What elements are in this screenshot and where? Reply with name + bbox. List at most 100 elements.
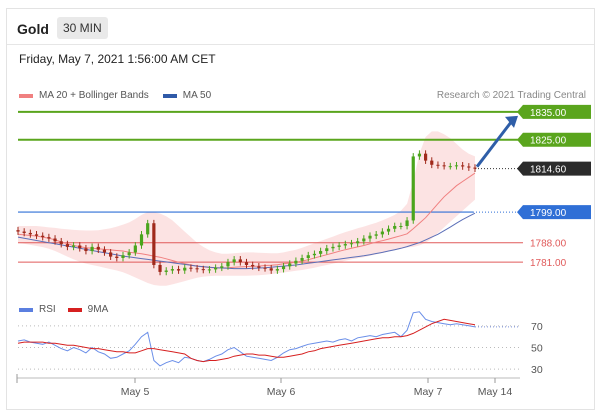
candle-body (146, 223, 150, 235)
candle-body (325, 248, 329, 252)
candle-body (257, 266, 261, 268)
candle-body (393, 226, 397, 229)
candle-body (47, 237, 51, 239)
resistance-label-1835.00: 1835.00 (530, 108, 567, 119)
ma20-swatch (19, 93, 33, 98)
x-tick-label: May 5 (121, 386, 150, 398)
rsi-tick-label: 70 (531, 321, 543, 333)
candle-body (41, 235, 45, 238)
candle-body (349, 243, 354, 245)
candle-body (59, 241, 63, 245)
rsi-tick-label: 50 (531, 343, 543, 355)
resistance-label-1825.00: 1825.00 (530, 136, 567, 147)
candle-body (170, 269, 174, 271)
candle-body (133, 245, 137, 253)
candle-body (417, 153, 422, 157)
candle-body (368, 235, 372, 239)
legend-item-ma20: MA 20 + Bollinger Bands (19, 90, 149, 101)
ma50-legend-label: MA 50 (182, 90, 212, 101)
legend-item-9ma: 9MA (67, 304, 108, 315)
candles-group (16, 150, 477, 276)
candle-body (176, 269, 181, 271)
period-selector[interactable]: 30 MIN (57, 17, 108, 39)
candle-body (90, 246, 94, 252)
candle-body (356, 241, 360, 244)
candle-body (362, 238, 366, 242)
candle-body (343, 244, 347, 246)
candle-body (121, 255, 125, 258)
candle-body (65, 244, 70, 247)
candle-body (269, 268, 273, 271)
candle-body (312, 253, 317, 256)
candle-body (96, 246, 100, 250)
candle-body (374, 234, 378, 236)
candle-body (461, 165, 465, 167)
candle-body (399, 226, 403, 227)
candle-body (244, 262, 249, 265)
candle-body (214, 267, 218, 270)
candle-body (226, 262, 230, 267)
candle-body (288, 263, 292, 267)
candle-body (152, 223, 156, 265)
candle-body (448, 166, 452, 168)
chart-widget: Gold 30 MIN Friday, May 7, 2021 1:56:00 … (6, 8, 595, 410)
candle-body (115, 256, 119, 258)
candle-body (275, 269, 279, 271)
candle-body (109, 252, 113, 257)
pivot-label-box (517, 205, 591, 220)
ma20-legend-label: MA 20 + Bollinger Bands (39, 90, 149, 101)
candle-body (158, 264, 162, 272)
current-price-box (517, 161, 591, 176)
forecast-arrow-shaft (475, 120, 514, 168)
candle-body (201, 269, 205, 271)
ma50-swatch (162, 93, 177, 98)
candle-body (28, 232, 32, 235)
candle-body (16, 230, 20, 232)
candle-body (319, 251, 323, 254)
support-label-1788.00: 1788.00 (530, 239, 567, 250)
candle-body (331, 246, 335, 249)
candle-body (22, 231, 26, 233)
candle-body (306, 255, 310, 258)
candle-body (251, 264, 255, 267)
support-label-1781.00: 1781.00 (530, 258, 567, 269)
candle-body (473, 167, 477, 169)
candle-body (281, 266, 286, 270)
rsi-line (17, 311, 476, 367)
candle-body (411, 156, 415, 221)
rsi-9ma-line (17, 318, 476, 363)
candle-body (34, 234, 39, 236)
candle-body (84, 248, 88, 252)
candle-body (183, 267, 187, 271)
candle-body (380, 231, 384, 235)
x-tick-label: May 6 (267, 386, 296, 398)
candle-body (195, 268, 199, 270)
candle-body (232, 259, 236, 263)
price-legend: MA 20 + Bollinger Bands MA 50 (19, 90, 225, 101)
candle-body (53, 238, 57, 242)
candle-body (423, 153, 428, 161)
ma9-swatch (67, 307, 82, 312)
rsi-swatch (19, 307, 33, 312)
candle-body (220, 266, 224, 268)
candle-body (454, 165, 459, 167)
x-tick-label: May 14 (478, 386, 513, 398)
candle-body (189, 267, 193, 269)
bollinger-band-area (18, 131, 475, 286)
resistance-label-box (517, 104, 591, 119)
candle-body (436, 164, 440, 166)
candle-body (294, 260, 298, 264)
candle-body (337, 245, 341, 247)
candle-body (386, 228, 391, 232)
pivot-label: 1799.00 (530, 208, 567, 219)
candle-body (127, 252, 131, 256)
candle-body (78, 245, 82, 249)
chart-header: Gold 30 MIN (7, 9, 594, 45)
candle-body (263, 267, 267, 269)
candle-body (300, 258, 304, 261)
candle-body (467, 166, 471, 168)
candle-body (102, 249, 107, 253)
rsi-tick-label: 30 (531, 364, 543, 376)
ma50-line (17, 212, 476, 270)
